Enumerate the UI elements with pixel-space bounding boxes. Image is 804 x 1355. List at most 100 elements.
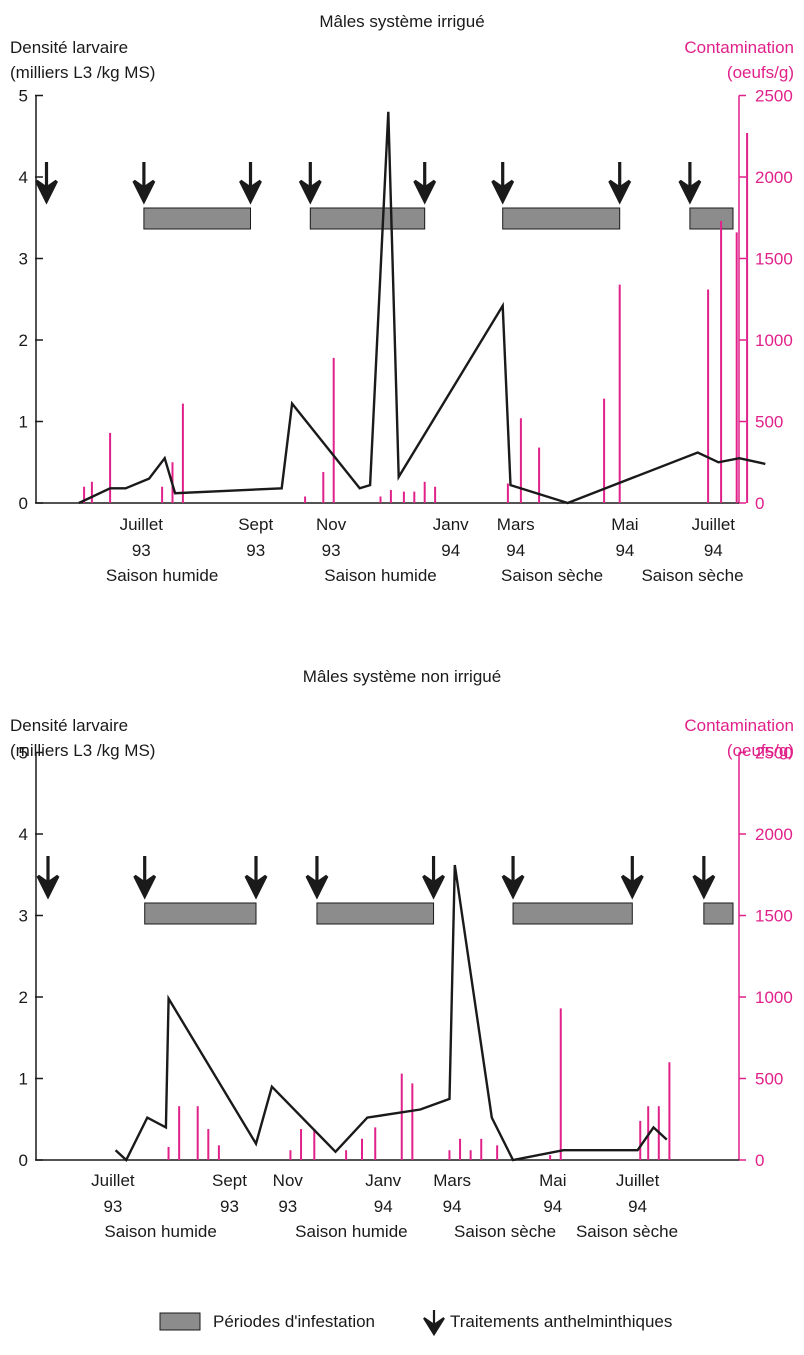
x-tick-label: 93 — [278, 1197, 297, 1216]
treatment-arrow-icon — [241, 162, 261, 201]
infestation-period-bar — [513, 903, 632, 924]
season-label: Saison sèche — [641, 566, 743, 585]
legend-period-swatch — [160, 1313, 200, 1330]
right-tick-label: 2500 — [755, 744, 793, 763]
x-tick-label: Mai — [611, 515, 638, 534]
right-axis-label: Contamination — [684, 38, 794, 57]
left-tick-label: 4 — [19, 168, 28, 187]
left-tick-label: 0 — [19, 1151, 28, 1170]
right-axis-label: (oeufs/g) — [727, 63, 794, 82]
infestation-period-bar — [503, 208, 620, 229]
x-tick-label: Juillet — [91, 1171, 135, 1190]
infestation-period-bar — [704, 903, 733, 924]
x-tick-label: Juillet — [692, 515, 736, 534]
right-tick-label: 0 — [755, 1151, 764, 1170]
right-tick-label: 1500 — [755, 250, 793, 269]
infestation-period-bar — [690, 208, 733, 229]
x-tick-label: Juillet — [120, 515, 164, 534]
left-tick-label: 5 — [19, 87, 28, 106]
right-tick-label: 500 — [755, 1070, 783, 1089]
left-tick-label: 1 — [19, 1070, 28, 1089]
legend-period-label: Périodes d'infestation — [213, 1312, 375, 1331]
treatment-arrow-icon — [246, 856, 266, 896]
x-tick-label: 93 — [246, 541, 265, 560]
left-tick-label: 3 — [19, 250, 28, 269]
x-tick-label: Nov — [316, 515, 347, 534]
left-axis-label: (milliers L3 /kg MS) — [10, 741, 155, 760]
season-label: Saison sèche — [454, 1222, 556, 1241]
x-tick-label: 94 — [704, 541, 723, 560]
season-label: Saison humide — [104, 1222, 216, 1241]
right-tick-label: 2500 — [755, 87, 793, 106]
x-tick-label: Mars — [433, 1171, 471, 1190]
x-tick-label: 93 — [322, 541, 341, 560]
right-tick-label: 1000 — [755, 331, 793, 350]
x-tick-label: Mai — [539, 1171, 566, 1190]
treatment-arrow-icon — [300, 162, 320, 201]
treatment-arrow-icon — [610, 162, 630, 201]
treatment-arrow-icon — [424, 856, 444, 896]
left-tick-label: 0 — [19, 494, 28, 513]
left-tick-label: 3 — [19, 907, 28, 926]
legend-treatment-label: Traitements anthelminthiques — [450, 1312, 672, 1331]
x-tick-label: 94 — [628, 1197, 647, 1216]
right-tick-label: 500 — [755, 413, 783, 432]
infestation-period-bar — [145, 903, 256, 924]
x-tick-label: 94 — [615, 541, 634, 560]
right-tick-label: 1000 — [755, 988, 793, 1007]
x-tick-label: Nov — [273, 1171, 304, 1190]
larval-density-line — [79, 112, 765, 503]
x-tick-label: Juillet — [616, 1171, 660, 1190]
treatment-arrow-icon — [38, 856, 58, 896]
legend: Périodes d'infestation Traitements anthe… — [160, 1310, 672, 1334]
left-axis-label: Densité larvaire — [10, 716, 128, 735]
infestation-period-bar — [317, 903, 434, 924]
treatment-arrow-icon — [415, 162, 435, 201]
right-tick-label: 2000 — [755, 825, 793, 844]
left-tick-label: 2 — [19, 331, 28, 350]
season-label: Saison sèche — [576, 1222, 678, 1241]
infestation-period-bar — [144, 208, 251, 229]
x-tick-label: Janv — [365, 1171, 401, 1190]
treatment-arrow-icon — [135, 856, 155, 896]
season-label: Saison humide — [324, 566, 436, 585]
chart-title: Mâles système non irrigué — [303, 667, 501, 686]
left-tick-label: 5 — [19, 744, 28, 763]
season-label: Saison humide — [295, 1222, 407, 1241]
x-tick-label: Sept — [238, 515, 273, 534]
right-tick-label: 1500 — [755, 907, 793, 926]
x-tick-label: 94 — [374, 1197, 393, 1216]
left-axis-label: (milliers L3 /kg MS) — [10, 63, 155, 82]
treatment-arrow-icon — [307, 856, 327, 896]
x-tick-label: Sept — [212, 1171, 247, 1190]
x-tick-label: 93 — [132, 541, 151, 560]
infestation-period-bar — [310, 208, 424, 229]
x-tick-label: 93 — [220, 1197, 239, 1216]
left-tick-label: 2 — [19, 988, 28, 1007]
season-label: Saison sèche — [501, 566, 603, 585]
x-tick-label: Janv — [433, 515, 469, 534]
left-axis-label: Densité larvaire — [10, 38, 128, 57]
treatment-arrow-icon — [680, 162, 700, 201]
treatment-arrow-icon — [134, 162, 154, 201]
season-label: Saison humide — [106, 566, 218, 585]
chart-title: Mâles système irrigué — [319, 12, 484, 31]
x-tick-label: 93 — [103, 1197, 122, 1216]
treatment-arrow-icon — [37, 162, 57, 201]
chart-non-irrigated: Mâles système non irrigué Densité larvai… — [10, 667, 794, 760]
treatment-arrow-icon — [493, 162, 513, 201]
x-tick-label: Mars — [497, 515, 535, 534]
left-tick-label: 4 — [19, 825, 28, 844]
treatment-arrow-icon — [622, 856, 642, 896]
chart-plot-1: 0 1 2 3 4 5 0 500 1000 1500 2000 2500 Juillet 93 Sept 9… — [19, 744, 793, 1242]
x-tick-label: 94 — [441, 541, 460, 560]
right-tick-label: 2000 — [755, 168, 793, 187]
x-tick-label: 94 — [443, 1197, 462, 1216]
chart-irrigated: Mâles système irrigué Densité larvaire (… — [10, 12, 794, 82]
x-tick-label: 94 — [543, 1197, 562, 1216]
legend-arrow-icon — [424, 1310, 444, 1334]
right-tick-label: 0 — [755, 494, 764, 513]
treatment-arrow-icon — [694, 856, 714, 896]
